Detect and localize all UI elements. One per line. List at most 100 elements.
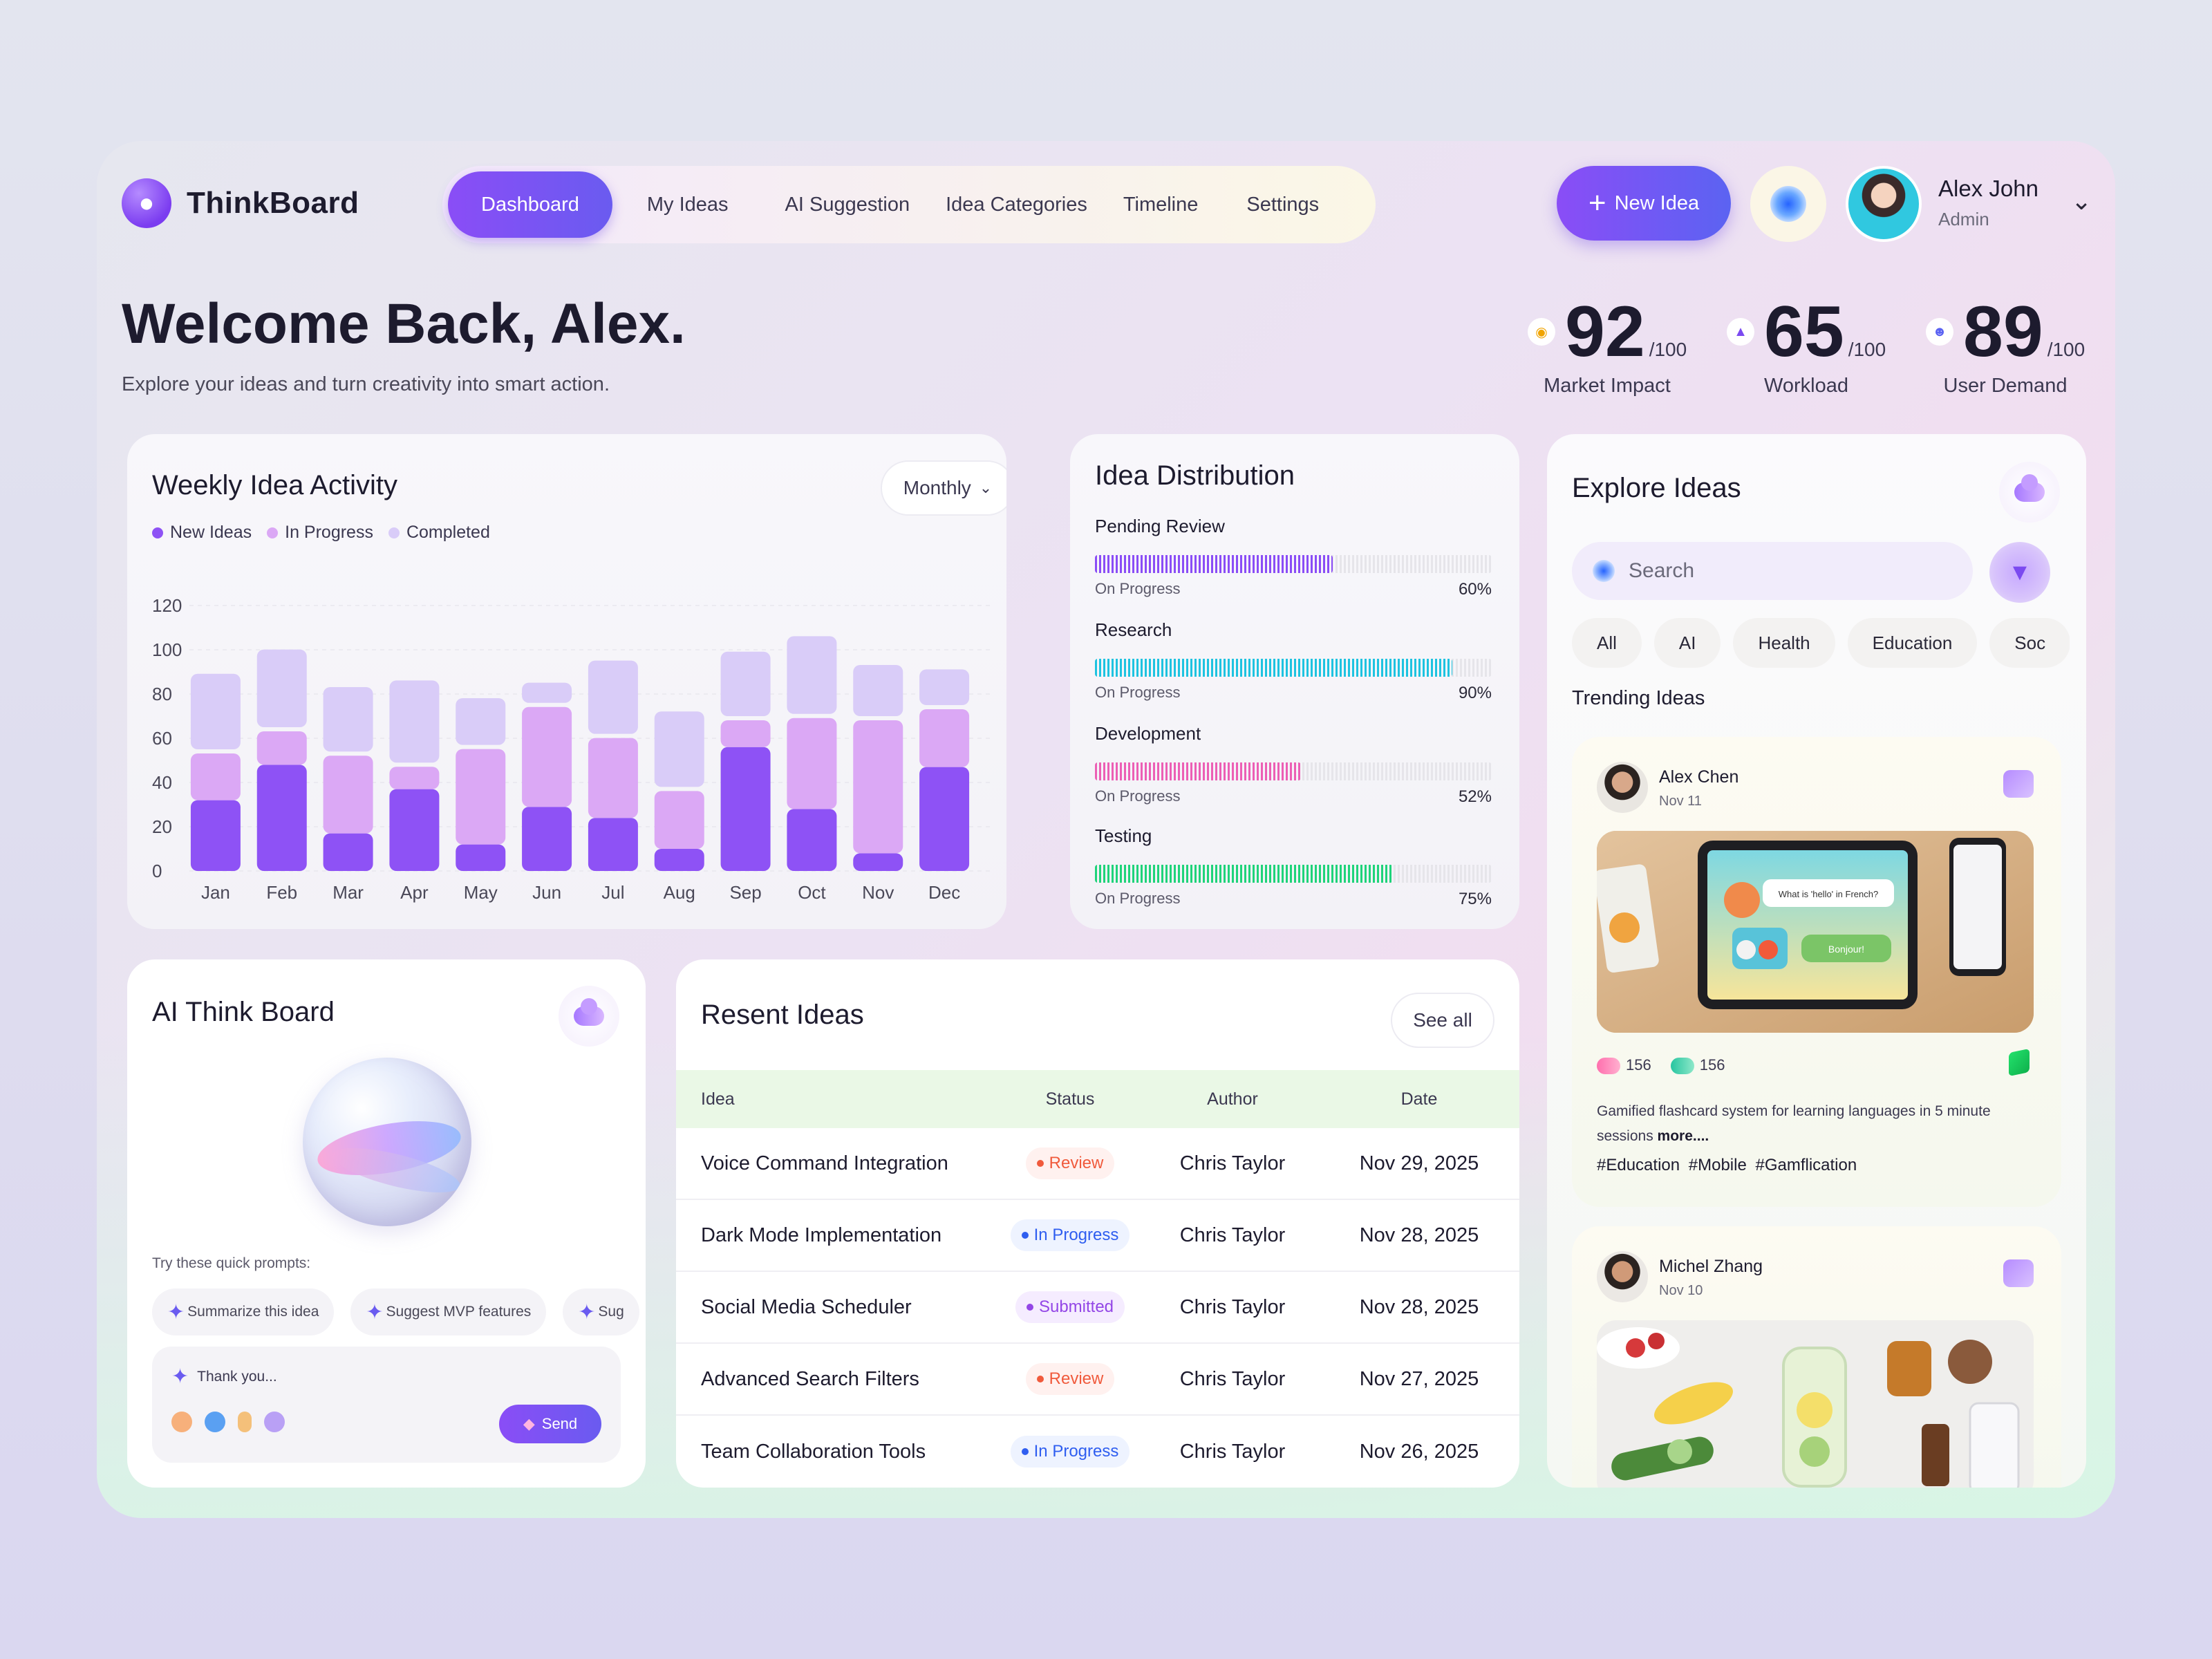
bookmark-icon[interactable]	[2003, 770, 2034, 798]
see-all-button[interactable]: See all	[1391, 993, 1494, 1048]
bar-sep-in-progress[interactable]	[720, 720, 771, 747]
bar-sep-completed[interactable]	[720, 651, 771, 716]
bar-oct-new-ideas[interactable]	[787, 809, 837, 871]
bar-aug-completed[interactable]	[654, 711, 704, 787]
col-author[interactable]: Author	[1207, 1089, 1258, 1109]
table-row[interactable]: Dark Mode Implementation In Progress Chris…	[676, 1200, 1519, 1272]
bar-mar-in-progress[interactable]	[323, 756, 373, 834]
chat-input-text[interactable]: Thank you...	[197, 1368, 277, 1385]
bar-mar-new-ideas[interactable]	[323, 833, 373, 871]
user-avatar[interactable]	[1846, 166, 1922, 242]
attach-file-icon[interactable]	[205, 1412, 225, 1432]
bar-may-in-progress[interactable]	[456, 749, 506, 845]
bar-nov-in-progress[interactable]	[853, 720, 903, 854]
period-label: Monthly	[903, 477, 971, 498]
bar-feb-new-ideas[interactable]	[256, 765, 307, 871]
bar-dec-completed[interactable]	[919, 669, 970, 705]
period-dropdown[interactable]: Monthly ⌄	[881, 460, 1006, 516]
global-search-button[interactable]	[1750, 166, 1826, 242]
progress-bar	[1095, 659, 1492, 677]
chip-health[interactable]: Health	[1733, 618, 1835, 668]
bar-apr-new-ideas[interactable]	[389, 789, 440, 871]
bar-jan-new-ideas[interactable]	[190, 800, 241, 871]
bar-jul-completed[interactable]	[588, 660, 638, 734]
distribution-status: On Progress	[1095, 580, 1181, 597]
nav-idea-categories[interactable]: Idea Categories	[946, 193, 1087, 216]
bar-dec-new-ideas[interactable]	[919, 767, 970, 871]
bar-aug-in-progress[interactable]	[654, 791, 704, 849]
idea-tags: #Education #Mobile #Gamflication	[1597, 1156, 1857, 1174]
new-idea-button[interactable]: + New Idea	[1557, 166, 1731, 241]
bar-dec-in-progress[interactable]	[919, 709, 970, 767]
explore-search-input[interactable]	[1629, 559, 1905, 583]
bar-apr-in-progress[interactable]	[389, 767, 440, 789]
microphone-icon[interactable]	[238, 1412, 252, 1432]
table-row[interactable]: Team Collaboration Tools In Progress Chris…	[676, 1416, 1519, 1488]
ai-chat-input[interactable]: ✦ Thank you... ◆ Send	[152, 1347, 621, 1463]
card-title: AI Think Board	[152, 997, 335, 1027]
y-tick-label: 80	[152, 684, 172, 704]
col-idea[interactable]: Idea	[701, 1089, 735, 1109]
share-count[interactable]: 156	[1670, 1056, 1725, 1075]
col-status[interactable]: Status	[1045, 1089, 1095, 1109]
col-date[interactable]: Date	[1400, 1089, 1438, 1109]
more-link[interactable]: more....	[1657, 1128, 1709, 1144]
table-row[interactable]: Advanced Search Filters Review Chris Taylo…	[676, 1344, 1519, 1416]
chip-all[interactable]: All	[1572, 618, 1642, 668]
nav-settings[interactable]: Settings	[1246, 193, 1320, 216]
attach-image-icon[interactable]	[171, 1412, 192, 1432]
chip-social[interactable]: Soc	[1989, 618, 2070, 668]
bar-jun-new-ideas[interactable]	[522, 807, 572, 871]
idea-image	[1597, 1320, 2034, 1488]
bar-feb-in-progress[interactable]	[256, 731, 307, 765]
send-button[interactable]: ◆ Send	[499, 1405, 601, 1443]
prompt-more[interactable]: ✦ Sug	[563, 1288, 639, 1335]
bar-jul-new-ideas[interactable]	[588, 818, 638, 871]
share-icon	[1670, 1058, 1694, 1075]
sticker-icon[interactable]	[264, 1412, 285, 1432]
like-count[interactable]: 156	[1597, 1056, 1651, 1075]
progress-bar	[1095, 762, 1492, 780]
nav-dashboard[interactable]: Dashboard	[448, 171, 612, 238]
bar-sep-new-ideas[interactable]	[720, 747, 771, 871]
bar-aug-new-ideas[interactable]	[654, 849, 704, 871]
flag-icon[interactable]	[2009, 1048, 2030, 1077]
bar-jul-in-progress[interactable]	[588, 738, 638, 818]
bar-mar-completed[interactable]	[323, 687, 373, 752]
bar-apr-completed[interactable]	[389, 680, 440, 763]
table-row[interactable]: Voice Command Integration Review Chris Tay…	[676, 1128, 1519, 1200]
prompt-suggest-mvp[interactable]: ✦ Suggest MVP features	[350, 1288, 547, 1335]
row-status: Review	[1001, 1128, 1139, 1199]
bar-nov-new-ideas[interactable]	[853, 853, 903, 871]
idea-card[interactable]: Alex Chen Nov 11	[1572, 737, 2061, 1207]
bar-nov-completed[interactable]	[853, 665, 903, 716]
chevron-down-icon[interactable]: ⌄	[2071, 187, 2092, 215]
bar-oct-in-progress[interactable]	[787, 718, 837, 809]
bar-oct-completed[interactable]	[787, 636, 837, 714]
trending-label: Trending Ideas	[1572, 687, 1705, 709]
app-logo[interactable]: ● ThinkBoard	[122, 178, 359, 228]
chat-cloud-icon[interactable]	[1999, 462, 2060, 523]
bar-jan-in-progress[interactable]	[190, 753, 241, 800]
chat-cloud-icon[interactable]	[559, 986, 619, 1047]
bar-feb-completed[interactable]	[256, 649, 307, 727]
bar-may-new-ideas[interactable]	[456, 844, 506, 871]
bar-jun-in-progress[interactable]	[522, 706, 572, 807]
bookmark-icon[interactable]	[2003, 1259, 2034, 1287]
idea-card[interactable]: Michel Zhang Nov 10	[1572, 1226, 2061, 1488]
bar-jan-completed[interactable]	[190, 673, 241, 749]
progress-fill	[1095, 659, 1452, 677]
bar-jun-completed[interactable]	[522, 682, 572, 703]
bar-may-completed[interactable]	[456, 698, 506, 745]
page-title: Welcome Back, Alex.	[122, 292, 686, 355]
lightbulb-icon: ●	[122, 178, 171, 228]
nav-ai-suggestion[interactable]: AI Suggestion	[785, 193, 910, 216]
chip-ai[interactable]: AI	[1653, 618, 1721, 668]
table-row[interactable]: Social Media Scheduler Submitted Chris Tay…	[676, 1272, 1519, 1344]
nav-my-ideas[interactable]: My Ideas	[646, 193, 729, 216]
filter-button[interactable]: ▼	[1989, 542, 2050, 603]
prompt-summarize[interactable]: ✦ Summarize this idea	[152, 1288, 335, 1335]
x-tick-label: Mar	[332, 882, 364, 903]
nav-timeline[interactable]: Timeline	[1123, 193, 1199, 216]
chip-education[interactable]: Education	[1847, 618, 1978, 668]
